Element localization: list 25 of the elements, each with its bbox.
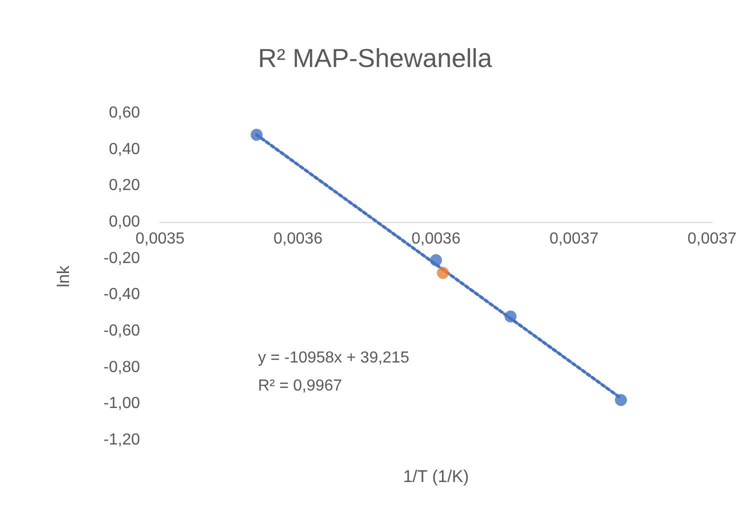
y-tick-label: 0,20 xyxy=(108,177,140,194)
point xyxy=(504,310,517,322)
y-tick-label: 0,40 xyxy=(108,140,140,158)
y-tick-label: -0,40 xyxy=(104,286,140,304)
y-axis-title: lnk xyxy=(54,265,73,288)
x-tick-label: 0,0036 xyxy=(274,230,323,248)
y-tick-label: -0,80 xyxy=(104,358,140,376)
y-tick-label: -1,00 xyxy=(104,395,140,412)
y-tick-label: -0,20 xyxy=(104,250,140,267)
y-tick-label: -1,20 xyxy=(104,432,140,448)
point xyxy=(250,128,263,141)
x-axis-title: 1/T (1/K) xyxy=(403,467,469,486)
x-tick-label: 0,0037 xyxy=(550,230,599,248)
x-tick-label: 0,0035 xyxy=(136,230,185,248)
chart-title: R² MAP-Shewanella xyxy=(258,43,493,73)
point xyxy=(436,266,449,279)
annotation: y = -10958x + 39,215 xyxy=(258,350,410,366)
x-tick-label: 0,0036 xyxy=(412,230,461,248)
point xyxy=(614,394,627,406)
point xyxy=(430,254,442,266)
y-tick-label: -0,60 xyxy=(104,322,140,340)
y-tick-label: 0,00 xyxy=(108,214,140,230)
y-tick-label: 0,60 xyxy=(108,104,140,122)
x-tick-label: 0,0037 xyxy=(688,230,737,248)
annotation: R² = 0,9967 xyxy=(258,378,342,394)
